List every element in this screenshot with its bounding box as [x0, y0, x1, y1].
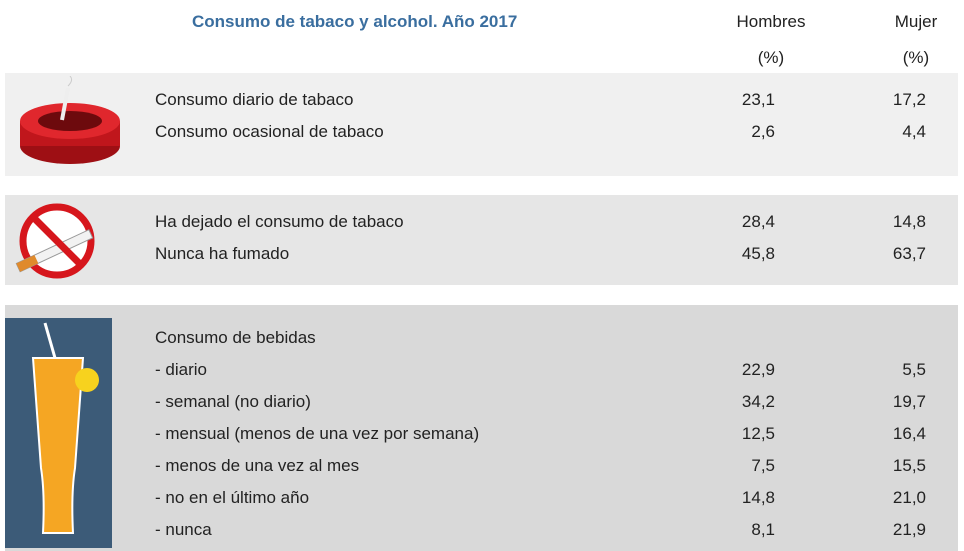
value: 28,4	[741, 212, 775, 231]
col-unit: (%)	[902, 48, 930, 67]
row-label: Consumo diario de tabaco	[155, 90, 354, 109]
value: 16,4	[892, 424, 926, 443]
row-label: Ha dejado el consumo de tabaco	[155, 212, 404, 231]
col-unit: (%)	[757, 48, 785, 67]
row-label: - semanal (no diario)	[155, 392, 311, 411]
value: 8,1	[751, 520, 775, 539]
row-label: - nunca	[155, 520, 212, 539]
value: 21,0	[892, 488, 926, 507]
value: 21,9	[892, 520, 926, 539]
panel	[5, 195, 958, 285]
panel	[5, 305, 958, 551]
value: 2,6	[751, 122, 775, 141]
value: 14,8	[741, 488, 775, 507]
row-label: Consumo de bebidas	[155, 328, 316, 347]
row-label: Nunca ha fumado	[155, 244, 290, 263]
value: 23,1	[741, 90, 775, 109]
col-header: Hombres	[736, 12, 806, 31]
value: 34,2	[741, 392, 775, 411]
ashtray-icon	[20, 76, 120, 164]
value: 15,5	[892, 456, 926, 475]
value: 19,7	[892, 392, 926, 411]
value: 7,5	[751, 456, 775, 475]
value: 12,5	[741, 424, 775, 443]
value: 22,9	[741, 360, 775, 379]
value: 45,8	[741, 244, 775, 263]
value: 5,5	[902, 360, 926, 379]
value: 4,4	[902, 122, 926, 141]
col-header: Mujer	[894, 12, 938, 31]
panel	[5, 73, 958, 176]
no-smoking-icon	[15, 203, 95, 279]
row-label: - no en el último año	[155, 488, 310, 507]
value: 14,8	[892, 212, 926, 231]
row-label: - mensual (menos de una vez por semana)	[155, 424, 480, 443]
row-label: - diario	[155, 360, 207, 379]
value: 63,7	[892, 244, 926, 263]
value: 17,2	[892, 90, 926, 109]
row-label: Consumo ocasional de tabaco	[155, 122, 384, 141]
drink-icon	[5, 318, 112, 548]
title: Consumo de tabaco y alcohol. Año 2017	[192, 12, 518, 31]
row-label: - menos de una vez al mes	[155, 456, 360, 475]
